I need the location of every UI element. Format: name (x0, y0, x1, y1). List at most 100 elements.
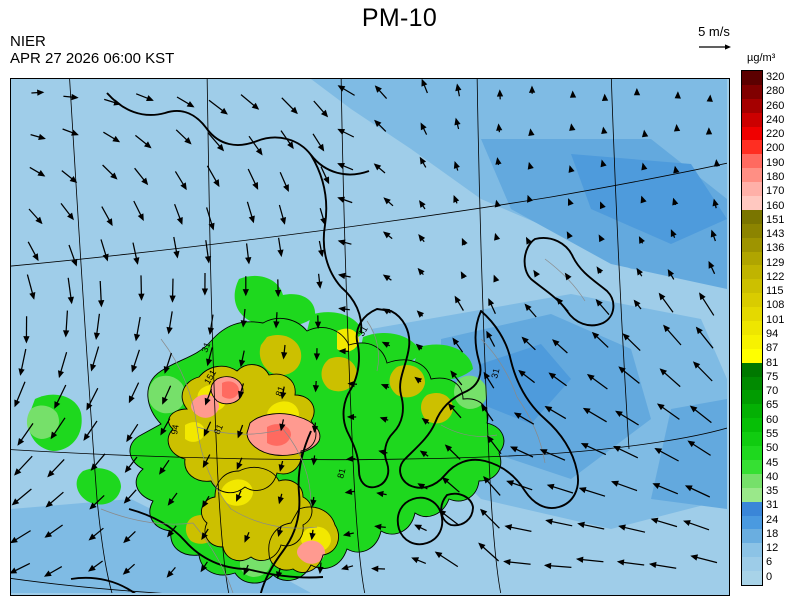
wind-vector-head (317, 566, 324, 575)
wind-vector-head (238, 390, 245, 399)
wind-vector-head (11, 498, 20, 506)
wind-vector-head (277, 496, 284, 505)
colorbar-cell (742, 348, 762, 363)
wind-vector-head (252, 182, 259, 190)
wind-vector-head (383, 197, 391, 205)
wind-vector-head (90, 363, 97, 372)
wind-vector-head (47, 470, 55, 478)
wind-vector-head (251, 102, 260, 110)
wind-reference-arrow-icon (699, 44, 731, 50)
colorbar-tick-label: 190 (766, 156, 785, 169)
wind-vector-head (545, 518, 553, 525)
wind-vector-head (102, 253, 109, 262)
colorbar-tick-label: 24 (766, 513, 779, 526)
page-title: PM-10 (361, 4, 438, 32)
colorbar-tick-label: 200 (766, 142, 785, 155)
wind-vector-head (341, 564, 349, 571)
wind-vector-head (494, 199, 501, 208)
wind-vector-head (274, 289, 282, 298)
wind-vector-head (144, 141, 152, 149)
contour-label: 31 (489, 367, 501, 379)
wind-vector-head (93, 332, 101, 340)
wind-vector-head (580, 443, 589, 449)
wind-vector-head (692, 361, 701, 369)
wind-vector-head (208, 222, 215, 231)
wind-vector-head (528, 85, 536, 93)
colorbar-tick-label: 320 (766, 71, 785, 83)
wind-vector-head (454, 117, 461, 126)
wind-vector-head (320, 217, 327, 226)
wind-vector-head (496, 123, 503, 131)
colorbar-cell (742, 71, 762, 85)
wind-vector-head (524, 303, 532, 312)
wind-vector-head (495, 157, 502, 165)
wind-vector-head (71, 93, 79, 101)
colorbar-cell (742, 279, 762, 294)
wind-vector-head (338, 306, 346, 313)
wind-vector-head (596, 266, 604, 275)
colorbar-tick-label: 31 (766, 499, 779, 512)
wind-vector-head (146, 95, 154, 102)
colorbar-tick-label: 6 (766, 556, 773, 569)
wind-vector-head (382, 274, 391, 282)
wind-vector-head (338, 348, 346, 355)
wind-vector-head (380, 383, 389, 390)
wind-vector-head (421, 417, 430, 425)
wind-vector-head (207, 327, 215, 336)
colorbar-tick-label: 0 (766, 570, 773, 583)
wind-vector-head (575, 556, 584, 563)
wind-vector-head (528, 128, 535, 136)
wind-vector-head (371, 565, 379, 572)
pm10-map-canvas[interactable]: 31 31 31 94 81 81 81 151 (10, 78, 730, 596)
wind-vector-head (381, 341, 390, 348)
wind-vector-head (546, 483, 555, 490)
wind-vector-head (488, 298, 495, 306)
wind-vector-head (525, 236, 533, 245)
wind-vector-head (568, 165, 575, 173)
colorbar-tick-label: 115 (766, 285, 784, 298)
colorbar-tick-label: 35 (766, 485, 779, 498)
colorbar-cell (742, 251, 762, 266)
wind-vector-head (317, 143, 325, 152)
contour-label: 81 (335, 467, 347, 479)
wind-vector-head (283, 184, 289, 193)
wind-vector-head (374, 85, 382, 93)
colorbar-cell (742, 168, 762, 183)
wind-vector-head (654, 447, 663, 455)
wind-vector-head (346, 413, 355, 421)
wind-vector-head (699, 292, 706, 301)
wind-vector-head (277, 249, 284, 258)
wind-vector-head (213, 179, 220, 188)
colorbar-cell (742, 473, 762, 488)
wind-vector-head (633, 299, 641, 308)
wind-vector-head (444, 444, 453, 452)
wind-vector-head (14, 399, 21, 408)
colorbar-tick-label: 129 (766, 256, 785, 269)
wind-vector-head (236, 462, 243, 470)
wind-vector-head (83, 433, 91, 441)
wind-vector-head (126, 434, 133, 443)
colorbar-tick-label: 101 (766, 313, 785, 326)
wind-vector-head (216, 143, 225, 152)
colorbar-cell (742, 140, 762, 155)
wind-vector-head (62, 330, 70, 338)
map-raster-layer: 31 31 31 94 81 81 81 151 (11, 79, 727, 593)
colorbar-cell (742, 182, 762, 197)
wind-vector-head (277, 529, 284, 538)
wind-vector-head (566, 231, 573, 239)
wind-vector-head (281, 351, 288, 360)
wind-vector-head (556, 297, 564, 305)
wind-vector-head (486, 330, 493, 339)
wind-vector-head (311, 425, 319, 434)
wind-vector-head (112, 135, 121, 143)
wind-vector-head (176, 216, 183, 225)
wind-vector-head (337, 163, 345, 169)
wind-vector-head (567, 198, 574, 206)
wind-vector-head (376, 490, 384, 498)
wind-vector-head (11, 567, 18, 574)
wind-vector-head (337, 196, 345, 203)
wind-vector-head (201, 288, 209, 296)
colorbar-tick-label: 40 (766, 470, 779, 483)
wind-vector-head (141, 177, 149, 186)
